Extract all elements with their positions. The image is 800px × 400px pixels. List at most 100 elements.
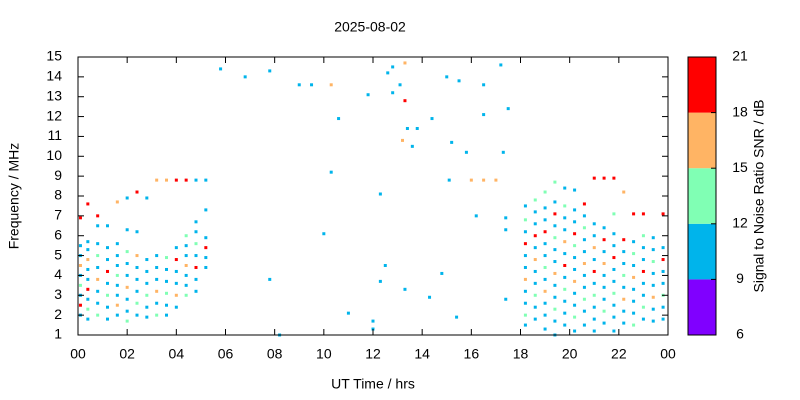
data-point bbox=[533, 269, 537, 273]
data-point bbox=[125, 250, 129, 254]
data-point bbox=[401, 138, 404, 142]
data-point bbox=[523, 230, 527, 234]
x-tick-label: 22 bbox=[611, 346, 627, 362]
data-point bbox=[553, 271, 557, 275]
data-point bbox=[268, 277, 272, 281]
data-point bbox=[115, 200, 119, 204]
data-point bbox=[457, 79, 461, 83]
data-point bbox=[592, 234, 596, 238]
data-point bbox=[204, 178, 208, 182]
data-point bbox=[115, 273, 119, 277]
data-point bbox=[174, 305, 178, 309]
data-point bbox=[573, 267, 577, 271]
data-point bbox=[125, 228, 129, 232]
y-tick-label: 10 bbox=[46, 147, 62, 163]
data-point bbox=[651, 271, 655, 275]
data-point bbox=[106, 269, 109, 273]
data-point bbox=[204, 246, 208, 250]
data-point bbox=[573, 188, 577, 192]
data-point bbox=[592, 176, 596, 180]
x-tick-label: 16 bbox=[464, 346, 480, 362]
data-point bbox=[371, 319, 375, 323]
data-point bbox=[115, 313, 119, 317]
data-point bbox=[106, 258, 109, 262]
data-point bbox=[86, 307, 90, 311]
data-point bbox=[553, 224, 557, 228]
data-point bbox=[346, 311, 350, 315]
data-point bbox=[563, 186, 567, 190]
y-tick-label: 9 bbox=[54, 167, 62, 183]
data-point bbox=[145, 258, 149, 262]
data-point bbox=[184, 273, 188, 277]
data-point bbox=[96, 265, 100, 269]
data-point bbox=[602, 321, 606, 325]
data-point bbox=[86, 202, 90, 206]
data-point bbox=[573, 279, 577, 283]
data-point bbox=[204, 256, 208, 260]
colorbar-tick-label: 6 bbox=[736, 326, 744, 342]
data-point bbox=[145, 315, 149, 319]
data-point bbox=[145, 281, 149, 285]
data-point bbox=[563, 252, 567, 256]
data-point bbox=[543, 254, 547, 258]
data-point bbox=[184, 178, 188, 182]
data-point bbox=[310, 83, 314, 87]
x-tick-label: 12 bbox=[365, 346, 381, 362]
data-point bbox=[602, 262, 606, 266]
data-point bbox=[174, 293, 178, 297]
data-point bbox=[194, 178, 198, 182]
data-point bbox=[573, 220, 577, 224]
data-point bbox=[165, 256, 168, 260]
data-point bbox=[378, 279, 382, 283]
data-point bbox=[405, 126, 409, 130]
data-point bbox=[155, 289, 159, 293]
data-point bbox=[106, 224, 109, 228]
data-point bbox=[592, 258, 596, 262]
data-point bbox=[651, 236, 655, 240]
data-point bbox=[125, 196, 129, 200]
data-point bbox=[582, 323, 586, 327]
data-point bbox=[499, 63, 503, 67]
data-point bbox=[174, 269, 178, 273]
data-point bbox=[612, 329, 616, 333]
data-point bbox=[501, 150, 505, 154]
data-point bbox=[194, 265, 198, 269]
y-tick-label: 2 bbox=[54, 306, 62, 322]
data-point bbox=[523, 313, 527, 317]
data-point bbox=[543, 218, 547, 222]
data-point bbox=[563, 287, 567, 291]
data-point bbox=[612, 212, 616, 216]
data-point bbox=[612, 279, 616, 283]
data-point bbox=[543, 265, 547, 269]
data-point bbox=[563, 240, 567, 244]
data-point bbox=[174, 246, 178, 250]
data-point bbox=[563, 216, 567, 220]
colorbar-band bbox=[688, 112, 716, 169]
data-point bbox=[165, 313, 168, 317]
colorbar-band bbox=[688, 57, 716, 113]
data-point bbox=[106, 293, 109, 297]
data-point bbox=[563, 228, 567, 232]
colorbar-label: Signal to Noise Ratio SNR / dB bbox=[751, 100, 767, 293]
data-point bbox=[219, 67, 223, 71]
data-point bbox=[135, 190, 139, 194]
data-point bbox=[622, 262, 626, 266]
data-point bbox=[661, 212, 665, 216]
y-tick-label: 12 bbox=[46, 107, 62, 123]
data-point bbox=[602, 297, 606, 301]
data-point bbox=[563, 275, 567, 279]
data-point bbox=[125, 319, 129, 323]
data-point bbox=[125, 285, 129, 289]
data-point bbox=[204, 208, 208, 212]
data-point bbox=[582, 273, 586, 277]
data-point bbox=[145, 293, 149, 297]
data-point bbox=[145, 196, 149, 200]
data-point bbox=[155, 178, 159, 182]
data-point bbox=[86, 267, 90, 271]
data-point bbox=[96, 224, 100, 228]
data-point bbox=[86, 297, 90, 301]
data-point bbox=[573, 291, 577, 295]
data-point bbox=[592, 329, 596, 333]
data-point bbox=[641, 281, 645, 285]
data-point bbox=[582, 309, 586, 313]
